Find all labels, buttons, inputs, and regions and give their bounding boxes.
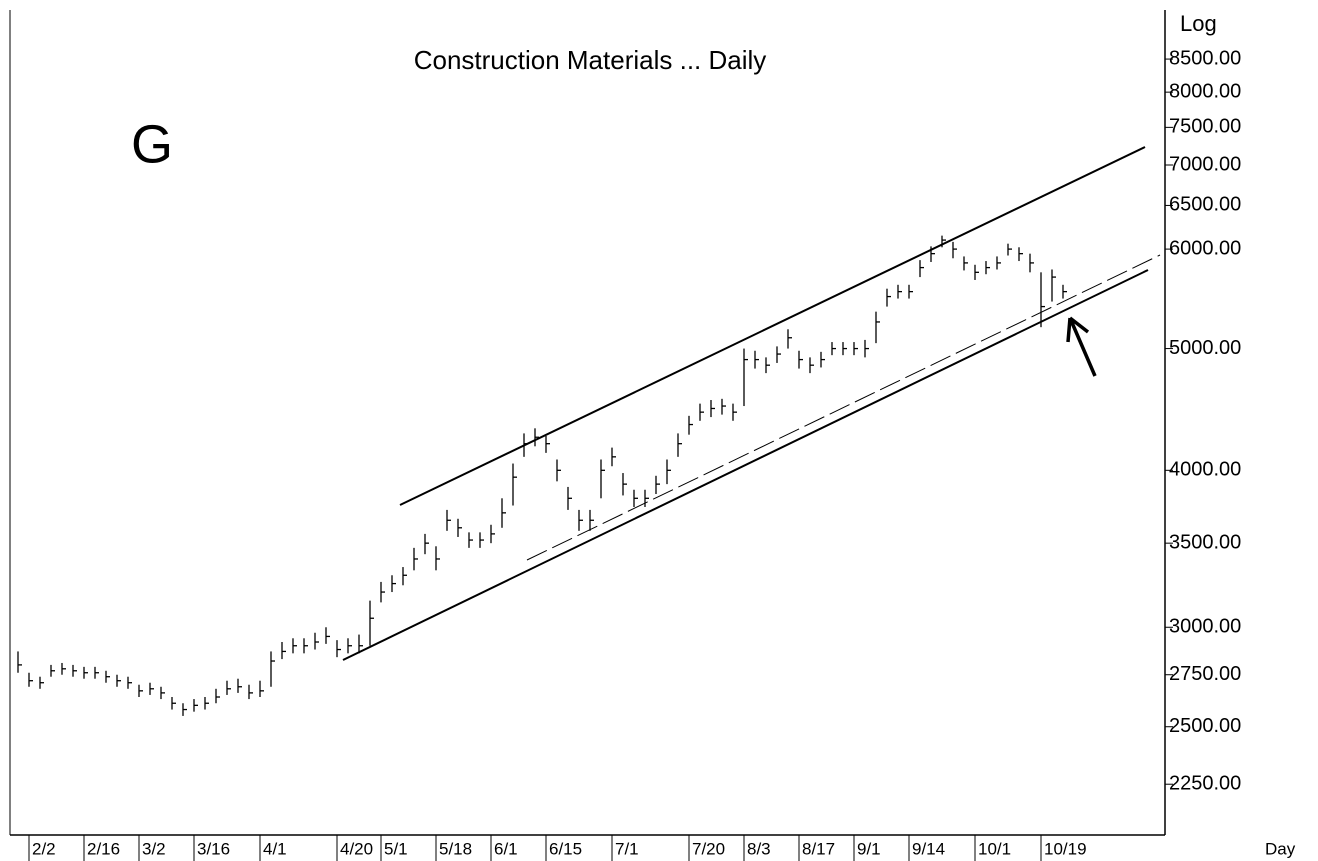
- x-axis-label: Day: [1265, 839, 1296, 858]
- y-tick-label: 2750.00: [1169, 663, 1241, 685]
- x-tick-label: 7/1: [615, 839, 639, 858]
- lower-trendline: [342, 269, 1149, 661]
- y-tick-label: 8500.00: [1169, 47, 1241, 69]
- x-tick-label: 8/3: [747, 839, 771, 858]
- y-tick-label: 3500.00: [1169, 531, 1241, 553]
- y-tick-label: 3000.00: [1169, 616, 1241, 638]
- x-tick-label: 3/2: [142, 839, 166, 858]
- y-tick-label: 6000.00: [1169, 237, 1241, 259]
- annotation: G: [131, 114, 173, 174]
- scale-label: Log: [1180, 11, 1217, 36]
- y-tick-label: 4000.00: [1169, 459, 1241, 481]
- x-tick-label: 4/1: [263, 839, 287, 858]
- x-tick-label: 5/1: [384, 839, 408, 858]
- y-tick-label: 2250.00: [1169, 772, 1241, 794]
- arrow: [1066, 316, 1097, 377]
- x-tick-label: 2/2: [32, 839, 56, 858]
- chart-title: Construction Materials ... Daily: [414, 45, 767, 75]
- x-tick-label: 10/19: [1044, 839, 1087, 858]
- y-tick-label: 8000.00: [1169, 80, 1241, 102]
- x-tick-label: 8/17: [802, 839, 835, 858]
- y-tick-label: 5000.00: [1169, 337, 1241, 359]
- x-tick-label: 7/20: [692, 839, 725, 858]
- x-tick-label: 6/15: [549, 839, 582, 858]
- x-tick-label: 9/14: [912, 839, 945, 858]
- x-tick-label: 10/1: [978, 839, 1011, 858]
- x-tick-label: 5/18: [439, 839, 472, 858]
- x-tick-label: 9/1: [857, 839, 881, 858]
- y-tick-label: 2500.00: [1169, 715, 1241, 737]
- y-tick-label: 6500.00: [1169, 194, 1241, 216]
- dashed-trendline: [526, 254, 1161, 561]
- y-tick-label: 7000.00: [1169, 153, 1241, 175]
- x-tick-label: 6/1: [494, 839, 518, 858]
- x-tick-label: 4/20: [340, 839, 373, 858]
- x-tick-label: 3/16: [197, 839, 230, 858]
- x-tick-label: 2/16: [87, 839, 120, 858]
- y-tick-label: 7500.00: [1169, 116, 1241, 138]
